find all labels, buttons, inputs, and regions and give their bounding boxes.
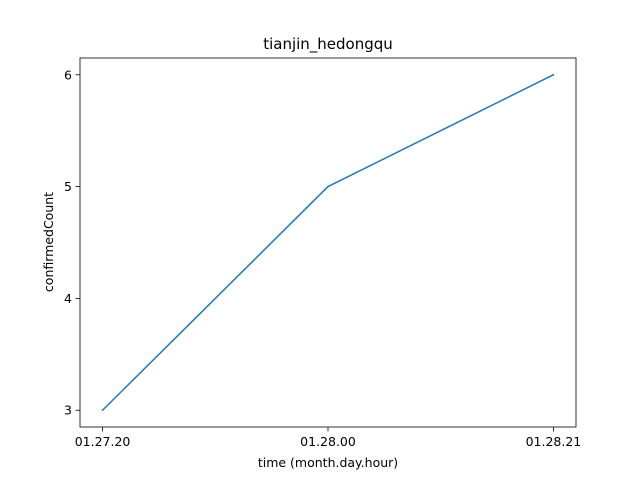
y-tick-label: 4: [64, 291, 72, 306]
x-tick-label: 01.27.20: [75, 434, 131, 449]
x-tick-label: 01.28.21: [526, 434, 582, 449]
plot-area: 01.27.20 01.28.00 01.28.21 3 4 5 6: [64, 57, 582, 449]
y-tick-label: 6: [64, 67, 72, 82]
y-tick-label: 5: [64, 179, 72, 194]
y-axis-label: confirmedCount: [41, 192, 56, 292]
chart-title: tianjin_hedongqu: [263, 35, 393, 54]
series-line-0: [101, 73, 555, 412]
y-tick-label: 3: [64, 403, 72, 418]
x-tick-label: 01.28.00: [300, 434, 356, 449]
x-axis-label: time (month.day.hour): [258, 455, 398, 470]
